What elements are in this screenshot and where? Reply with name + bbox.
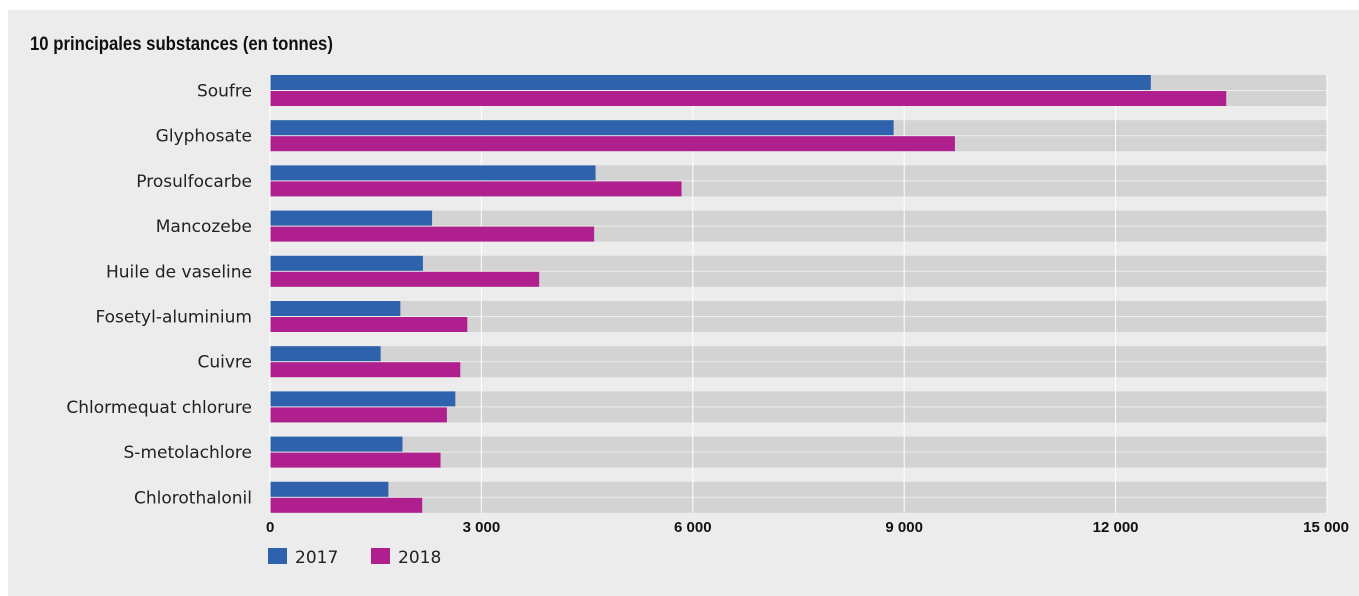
x-tick-label: 9 000	[885, 519, 923, 536]
bar-2018	[270, 271, 540, 287]
bar-2018	[270, 362, 461, 378]
bar-2018	[270, 136, 955, 152]
bar-2017	[270, 210, 433, 226]
bar-track	[270, 346, 1327, 362]
bar-2017	[270, 165, 596, 181]
bar-2018	[270, 497, 423, 513]
category-label: Fosetyl-aluminium	[95, 308, 252, 328]
bar-2017	[270, 301, 401, 316]
bar-2018	[270, 226, 595, 242]
bar-track	[270, 436, 1327, 452]
bar-track	[270, 497, 1327, 513]
bar-2018	[270, 317, 468, 332]
bar-track	[270, 362, 1327, 378]
bar-2017	[270, 255, 423, 271]
bar-2018	[270, 91, 1227, 106]
category-label: Cuivre	[197, 353, 252, 373]
bar-2017	[270, 436, 403, 452]
category-label: Chlorothalonil	[134, 488, 252, 508]
legend-swatch-2018	[371, 548, 390, 564]
category-label: S-metolachlore	[124, 443, 252, 463]
bar-2017	[270, 391, 456, 407]
x-tick-label: 3 000	[463, 519, 501, 536]
bar-2017	[270, 120, 894, 136]
bar-track	[270, 391, 1327, 407]
category-label: Glyphosate	[156, 127, 252, 147]
bar-track	[270, 301, 1327, 316]
bar-track	[270, 210, 1327, 226]
bar-2018	[270, 452, 441, 468]
legend-label: 2018	[398, 548, 441, 568]
bar-track	[270, 317, 1327, 332]
chart-title: 10 principales substances (en tonnes)	[30, 34, 333, 55]
bar-track	[270, 407, 1327, 423]
bar-2018	[270, 407, 447, 423]
bar-track	[270, 255, 1327, 271]
x-tick-label: 15 000	[1303, 519, 1349, 536]
bar-2017	[270, 481, 389, 497]
legend-swatch-2017	[268, 548, 287, 564]
category-label: Prosulfocarbe	[136, 172, 252, 192]
x-tick-label: 0	[266, 519, 274, 536]
category-label: Mancozebe	[156, 217, 252, 237]
category-label: Huile de vaseline	[106, 262, 252, 282]
bar-2017	[270, 75, 1151, 90]
category-label: Chlormequat chlorure	[66, 398, 252, 418]
x-tick-label: 12 000	[1093, 519, 1139, 536]
bar-2018	[270, 181, 682, 197]
bar-track	[270, 452, 1327, 468]
bar-track	[270, 481, 1327, 497]
category-label: Soufre	[197, 82, 252, 102]
legend-label: 2017	[295, 548, 338, 568]
bar-2017	[270, 346, 381, 362]
x-tick-label: 6 000	[674, 519, 712, 536]
